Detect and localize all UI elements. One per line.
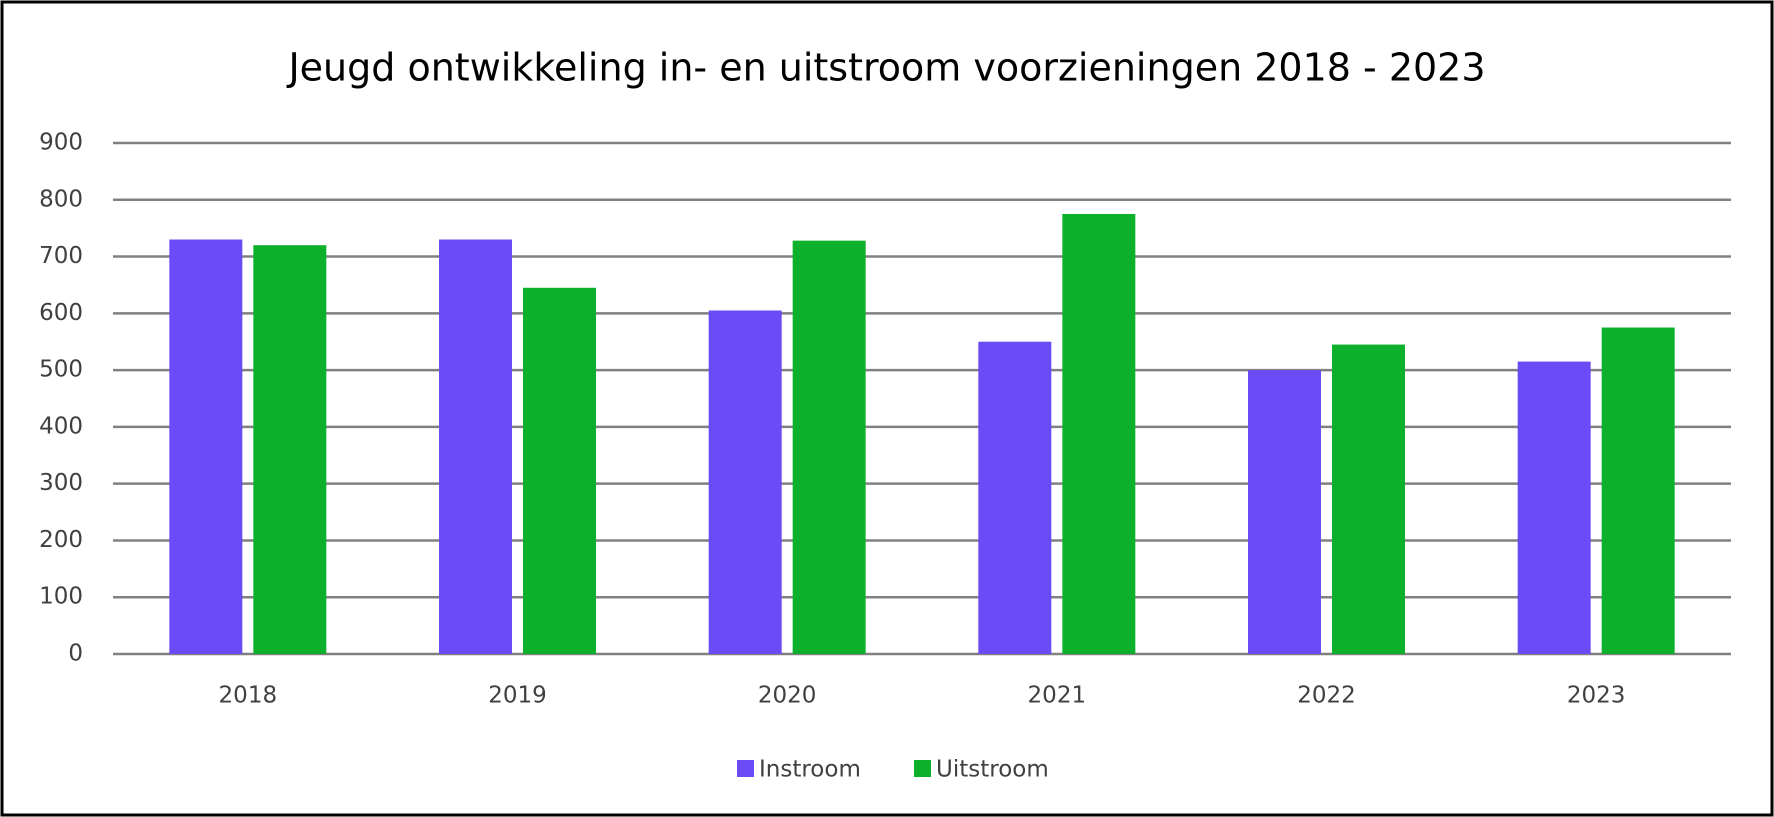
y-tick-label: 800: [39, 186, 83, 212]
y-tick-label: 300: [39, 470, 83, 496]
bar: [1601, 327, 1675, 654]
y-tick-label: 600: [39, 300, 83, 326]
bar: [1062, 213, 1136, 654]
x-tick-label: 2020: [758, 683, 817, 709]
legend-label: Uitstroom: [936, 757, 1049, 783]
bar: [1332, 344, 1405, 654]
bar: [708, 310, 782, 654]
y-tick-label: 0: [68, 641, 83, 667]
bar: [792, 240, 866, 654]
bar: [978, 341, 1052, 654]
bar: [253, 245, 327, 654]
x-tick-label: 2019: [488, 683, 547, 709]
legend-swatch: [914, 760, 931, 777]
bar: [169, 239, 243, 654]
legend-swatch: [737, 760, 754, 777]
y-tick-label: 700: [39, 243, 83, 269]
bar: [523, 287, 596, 654]
x-tick-label: 2022: [1297, 683, 1356, 709]
bar: [1517, 361, 1591, 654]
x-tick-label: 2018: [219, 683, 278, 709]
y-tick-label: 100: [39, 584, 83, 610]
x-tick-label: 2023: [1567, 683, 1626, 709]
y-tick-label: 400: [39, 413, 83, 439]
legend-label: Instroom: [759, 757, 861, 783]
y-tick-label: 500: [39, 357, 83, 383]
chart-title: Jeugd ontwikkeling in- en uitstroom voor…: [286, 46, 1485, 90]
y-tick-label: 900: [39, 130, 83, 156]
bar: [439, 239, 512, 654]
x-tick-label: 2021: [1028, 683, 1087, 709]
bar: [1248, 370, 1321, 654]
y-tick-label: 200: [39, 527, 83, 553]
